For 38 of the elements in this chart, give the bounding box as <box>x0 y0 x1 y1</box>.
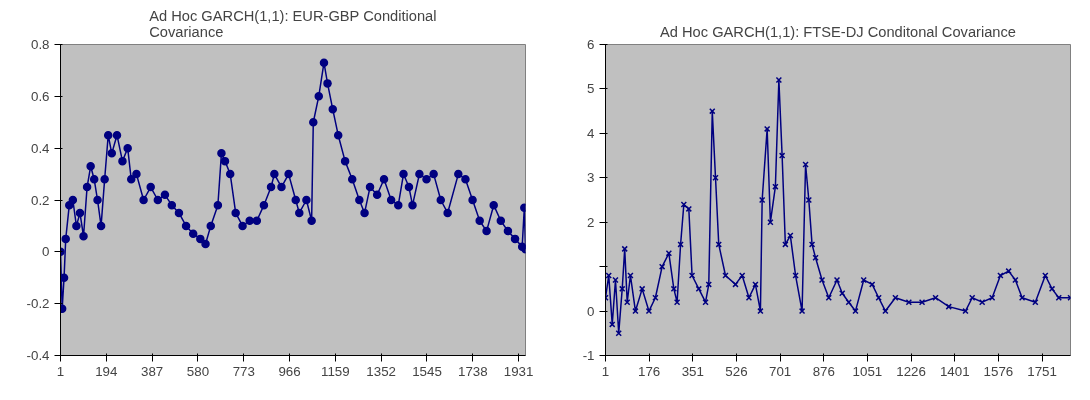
y-tick-label: -1 <box>582 348 595 363</box>
y-tick-label: 0 <box>42 244 50 260</box>
x-tick-label: 1 <box>601 363 610 379</box>
x-tick-label: 1751 <box>1027 363 1057 379</box>
y-tick-label: 5 <box>587 81 595 97</box>
x-tick-label: 876 <box>812 363 835 379</box>
y-tick-label: 0.8 <box>30 37 50 52</box>
chart-title: Ad Hoc GARCH(1,1): EUR-GBP Conditional Covariance <box>149 7 437 40</box>
x-tick-label: 351 <box>681 363 704 379</box>
chart-title: Ad Hoc GARCH(1,1): FTSE-DJ Conditonal Covariance <box>660 23 1016 40</box>
y-tick-label: 3 <box>587 170 595 186</box>
x-tick-label: 387 <box>141 363 164 379</box>
x-tick-label: 1352 <box>366 363 397 379</box>
y-tick-label: -0.4 <box>26 348 51 363</box>
y-tick-label: 2 <box>587 214 595 230</box>
x-tick-label: 773 <box>232 363 255 379</box>
x-tick-label: 176 <box>638 363 661 379</box>
x-tick-label: 526 <box>725 363 748 379</box>
x-tick-label: 1401 <box>939 363 970 379</box>
y-tick-label: 0.2 <box>30 192 50 208</box>
x-tick-label: 1576 <box>983 363 1014 379</box>
y-tick-label: 0.6 <box>30 88 50 104</box>
x-tick-label: 194 <box>95 363 119 379</box>
y-tick-label: 0 <box>587 303 595 319</box>
x-tick-label: 1738 <box>457 363 488 379</box>
x-tick-label: 1159 <box>321 363 350 379</box>
y-tick-label: 6 <box>587 37 595 52</box>
x-tick-label: 1051 <box>852 363 883 379</box>
x-tick-label: 1931 <box>503 363 534 379</box>
x-tick-label: 1545 <box>412 363 442 379</box>
y-tick-label: 4 <box>587 125 596 141</box>
x-tick-label: 1 <box>56 363 65 379</box>
x-tick-label: 1226 <box>896 363 926 379</box>
y-tick-label: -0.2 <box>26 296 50 312</box>
x-tick-label: 580 <box>186 363 210 379</box>
y-tick-label: 0.4 <box>30 140 51 156</box>
x-tick-label: 701 <box>769 363 792 379</box>
x-tick-label: 966 <box>278 363 301 379</box>
